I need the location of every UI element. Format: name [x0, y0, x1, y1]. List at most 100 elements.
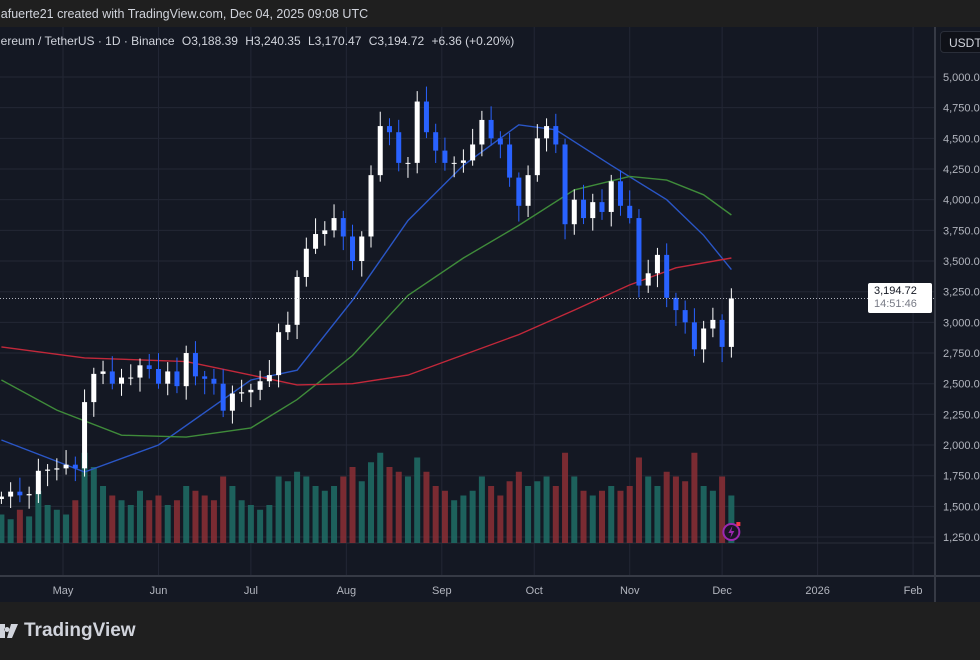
candle [54, 458, 60, 481]
candle-body [516, 177, 522, 206]
tradingview-logo[interactable]: TradingView [0, 620, 136, 642]
volume-bar [118, 500, 125, 543]
candle [248, 383, 254, 408]
candle-body [0, 496, 4, 500]
volume-bar [109, 495, 116, 543]
volume-bar [525, 486, 532, 543]
volume-bar [303, 476, 310, 543]
x-tick-label: Feb [904, 585, 923, 597]
candle [507, 132, 513, 187]
volume-bar [146, 500, 153, 543]
candle-body [322, 230, 328, 235]
volume-bar [192, 490, 199, 543]
candle-body [433, 132, 439, 151]
candle [544, 118, 550, 152]
candle [497, 131, 503, 159]
candle [470, 128, 476, 166]
volume-bar [173, 500, 180, 543]
volume-bar [72, 500, 79, 543]
candle-body [396, 132, 402, 163]
candle [617, 170, 623, 216]
candle [294, 270, 300, 340]
candle [239, 379, 245, 402]
candle-body [451, 162, 457, 164]
ohlc-close: C3,194.72 [368, 34, 425, 48]
volume-bar [460, 495, 467, 543]
y-tick-label: 1,250.00 [943, 532, 980, 544]
x-tick-label: Dec [712, 585, 732, 597]
symbol-name[interactable]: hereum / TetherUS · 1D · Binance [0, 34, 175, 48]
x-tick-label: Aug [337, 585, 357, 597]
candle [257, 370, 263, 401]
moving-average-line [1, 124, 732, 473]
candle-body [654, 254, 660, 274]
candle-body [728, 298, 734, 347]
volume-bar [358, 481, 365, 543]
y-tick-label: 4,750.00 [943, 103, 980, 115]
candle-body [137, 365, 143, 378]
volume-bar [284, 481, 291, 543]
candle [525, 165, 531, 217]
volume-bar [0, 514, 5, 543]
volume-bar [441, 490, 448, 543]
volume-bar [700, 486, 707, 543]
volume-bar [340, 476, 347, 543]
volume-bar [229, 486, 236, 543]
candle [442, 137, 448, 171]
volume-bar [404, 476, 411, 543]
volume-bar [580, 490, 587, 543]
candle-body [266, 375, 272, 382]
y-tick-label: 3,500.00 [943, 256, 980, 268]
price-chart[interactable]: 1,250.00 1,500.00 1,750.00 2,000.00 2,250.00… [0, 27, 980, 602]
candle-body [599, 202, 605, 212]
y-tick-label: 2,000.00 [943, 440, 980, 452]
candle [26, 486, 32, 509]
candle [396, 119, 402, 172]
volume-bar [266, 505, 273, 543]
candle-body [109, 371, 115, 384]
volume-bar [663, 471, 670, 543]
moving-average-line [1, 175, 732, 438]
candle [137, 358, 143, 392]
volume-bar [331, 486, 338, 543]
candle [359, 231, 365, 277]
x-tick-label: Jun [150, 585, 168, 597]
candle [701, 320, 707, 363]
price-change: +6.36 (+0.20%) [431, 34, 515, 48]
candle [119, 368, 125, 396]
candle [590, 193, 596, 231]
volume-bar [257, 509, 264, 543]
volume-bar [275, 476, 282, 543]
x-tick-label: Oct [526, 585, 543, 597]
currency-unit-button[interactable]: USDT [940, 31, 980, 53]
candle-body [8, 491, 14, 497]
candle [368, 165, 374, 248]
candle [691, 308, 697, 357]
chart-pane[interactable]: 1,250.00 1,500.00 1,750.00 2,000.00 2,250.00… [0, 27, 980, 602]
volume-bar [16, 509, 23, 543]
candle-body [183, 353, 189, 387]
candle-body [174, 371, 180, 387]
candle [128, 364, 134, 386]
last-price-label: 3,194.72 14:51:46 [868, 283, 932, 314]
candle [682, 300, 688, 334]
volume-bar [164, 505, 171, 543]
attribution-text: lafuerte21 created with TradingView.com,… [0, 7, 369, 21]
candle [313, 218, 319, 254]
candle [266, 360, 272, 388]
volume-bar [201, 495, 208, 543]
tradingview-logo-icon [0, 624, 18, 638]
volume-bar [626, 486, 633, 543]
volume-bar [635, 457, 642, 543]
volume-bar [719, 476, 726, 543]
candle-body [405, 162, 411, 164]
candle [488, 106, 494, 146]
volume-bar [127, 505, 134, 543]
candle [350, 224, 356, 271]
candle-body [590, 202, 596, 219]
volume-bar [534, 481, 541, 543]
y-tick-label: 3,000.00 [943, 317, 980, 329]
candle-body [664, 254, 670, 298]
candle-body [368, 175, 374, 237]
candle-body [534, 138, 540, 176]
